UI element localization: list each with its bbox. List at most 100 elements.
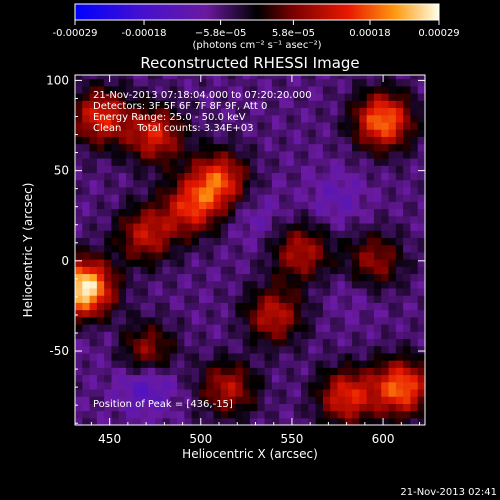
heatmap-cell	[293, 352, 302, 361]
heatmap-cell	[330, 388, 339, 397]
heatmap-cell	[337, 172, 346, 181]
heatmap-cell	[366, 360, 375, 368]
heatmap-cell	[388, 201, 397, 210]
heatmap-cell	[111, 302, 120, 311]
heatmap-cell	[75, 360, 83, 368]
heatmap-cell	[352, 352, 360, 361]
heatmap-cell	[381, 309, 390, 318]
heatmap-cell	[206, 403, 215, 412]
heatmap-cell	[191, 345, 200, 354]
heatmap-cell	[308, 388, 317, 397]
heatmap-cell	[155, 129, 164, 137]
heatmap-cell	[315, 352, 324, 361]
heatmap-cell	[388, 244, 397, 253]
heatmap-cell	[242, 165, 251, 174]
heatmap-cell	[337, 114, 346, 123]
heatmap-cell	[169, 85, 178, 94]
heatmap-cell	[257, 309, 266, 318]
heatmap-cell	[366, 244, 375, 253]
heatmap-cell	[410, 338, 419, 347]
heatmap-cell	[206, 100, 215, 109]
heatmap-cell	[286, 222, 295, 231]
heatmap-cell	[395, 75, 404, 80]
heatmap-cell	[301, 273, 309, 282]
heatmap-cell	[257, 215, 266, 224]
heatmap-cell	[381, 295, 390, 303]
heatmap-cell	[381, 374, 390, 383]
heatmap-cell	[388, 287, 397, 296]
heatmap-cell	[198, 85, 207, 94]
heatmap-cell	[322, 403, 331, 412]
heatmap-cell	[140, 280, 149, 289]
heatmap-cell	[381, 381, 390, 390]
heatmap-cell	[352, 186, 360, 195]
heatmap-cell	[308, 345, 317, 354]
heatmap-cell	[388, 129, 397, 137]
heatmap-cell	[177, 280, 185, 289]
heatmap-cell	[198, 129, 207, 137]
heatmap-cell	[315, 237, 324, 246]
heatmap-cell	[352, 230, 360, 238]
heatmap-cell	[344, 208, 353, 217]
heatmap-cell	[169, 201, 178, 210]
heatmap-cell	[301, 259, 309, 267]
heatmap-cell	[279, 287, 288, 296]
heatmap-cell	[264, 417, 273, 425]
heatmap-cell	[133, 114, 142, 123]
heatmap-cell	[133, 100, 142, 109]
heatmap-cell	[337, 280, 346, 289]
heatmap-cell	[257, 352, 266, 361]
heatmap-cell	[169, 381, 178, 390]
heatmap-cell	[381, 367, 390, 376]
heatmap-cell	[264, 215, 273, 224]
heatmap-cell	[279, 237, 288, 246]
heatmap-cell	[96, 208, 105, 217]
colorbar-ticks: -0.00029 -0.00018 −5.8e−05 5.8e−05 0.00018 0.…	[53, 20, 460, 39]
heatmap-cell	[279, 345, 288, 354]
heatmap-cell	[337, 143, 346, 152]
heatmap-cell	[206, 194, 215, 202]
heatmap-cell	[264, 75, 273, 80]
heatmap-cell	[89, 295, 98, 303]
heatmap-cell	[184, 165, 193, 174]
heatmap-cell	[89, 396, 98, 404]
heatmap-cell	[228, 186, 237, 195]
heatmap-cell	[162, 388, 171, 397]
heatmap-cell	[184, 85, 193, 94]
heatmap-cell	[293, 410, 302, 419]
heatmap-cell	[322, 360, 331, 368]
heatmap-cell	[373, 237, 382, 246]
heatmap-cell	[198, 107, 207, 116]
heatmap-cell	[373, 172, 382, 181]
heatmap-cell	[169, 194, 178, 202]
heatmap-cell	[89, 280, 98, 289]
heatmap-cell	[395, 316, 404, 325]
heatmap-cell	[75, 121, 83, 130]
heatmap-cell	[82, 194, 91, 202]
heatmap-cell	[213, 165, 222, 174]
heatmap-cell	[126, 367, 134, 376]
heatmap-cell	[75, 222, 83, 231]
heatmap-cell	[395, 244, 404, 253]
heatmap-cell	[403, 93, 412, 101]
heatmap-cell	[366, 388, 375, 397]
heatmap-cell	[140, 410, 149, 419]
heatmap-cell	[279, 172, 288, 181]
heatmap-cell	[410, 259, 419, 267]
heatmap-cell	[257, 201, 266, 210]
heatmap-cell	[111, 107, 120, 116]
heatmap-cell	[264, 114, 273, 123]
heatmap-cell	[206, 295, 215, 303]
heatmap-cell	[82, 396, 91, 404]
heatmap-cell	[373, 259, 382, 267]
heatmap-cell	[315, 165, 324, 174]
heatmap-cell	[410, 78, 419, 87]
heatmap-cell	[111, 100, 120, 109]
heatmap-cell	[89, 302, 98, 311]
heatmap-cell	[89, 136, 98, 145]
heatmap-cell	[330, 331, 339, 340]
heatmap-cell	[235, 381, 244, 390]
heatmap-cell	[308, 273, 317, 282]
heatmap-cell	[286, 157, 295, 166]
heatmap-cell	[96, 410, 105, 419]
